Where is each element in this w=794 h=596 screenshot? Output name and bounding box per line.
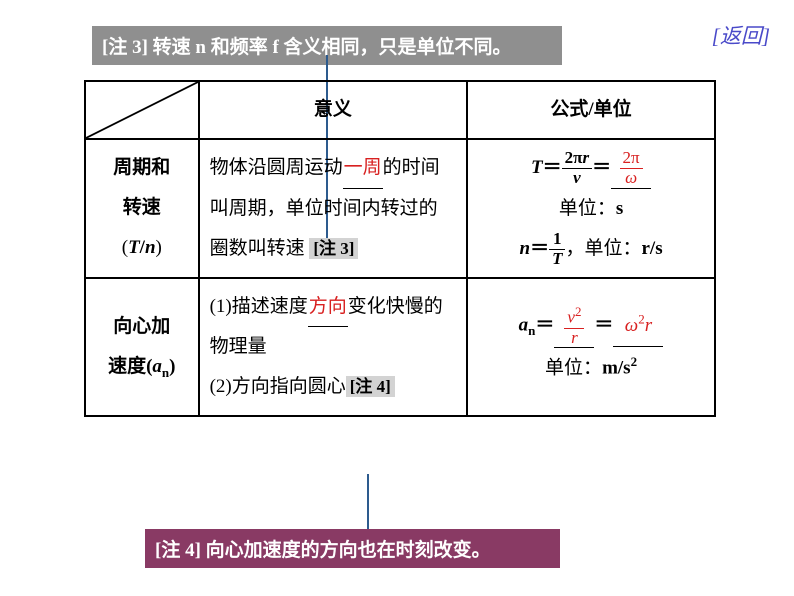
f-ursl: 单位： xyxy=(584,238,641,259)
r2-fill: 方向 xyxy=(309,296,347,317)
f-urs: r/s xyxy=(642,238,663,259)
f2-vsup: 2 xyxy=(575,304,582,319)
row2-formula: an＝v2r＝ω2r 单位：m/s2 xyxy=(467,278,715,417)
physics-table: 意义 公式/单位 周期和 转速 (T/n) 物体沿圆周运动一周的时间叫周期，单位… xyxy=(84,80,716,417)
f-num2: 2π xyxy=(620,149,643,169)
r1-mpre: 物体沿圆周运动 xyxy=(210,157,343,178)
r2-post: ) xyxy=(169,356,175,377)
r2-m1pre: (1)描述速度 xyxy=(210,296,308,317)
r1-post: ) xyxy=(156,237,162,258)
f-den2: ω xyxy=(620,169,643,188)
r1-fill: 一周 xyxy=(344,157,382,178)
connector-to-note4 xyxy=(367,474,369,534)
f2-r: r xyxy=(564,329,584,348)
f2-eq2: ＝ xyxy=(594,315,613,336)
r2-l1: 向心加 xyxy=(113,316,170,337)
f-comma: ， xyxy=(565,238,584,259)
f2-rr: r xyxy=(645,315,652,336)
row2-label: 向心加 速度(an) xyxy=(85,278,199,417)
row1-label: 周期和 转速 (T/n) xyxy=(85,139,199,278)
f-n: n xyxy=(519,238,530,259)
row2-meaning: (1)描述速度方向变化快慢的物理量 (2)方向指向圆心[注 4] xyxy=(199,278,468,417)
note-3-label: [注 3] xyxy=(102,37,148,58)
header-meaning: 意义 xyxy=(199,81,468,139)
diag-cell xyxy=(85,81,199,139)
header-formula: 公式/单位 xyxy=(467,81,715,139)
r2-m2: (2)方向指向圆心 xyxy=(210,376,346,397)
row1-formula: T＝2π2πrrv＝2πω 单位：s n＝1T，单位：r/s xyxy=(467,139,715,278)
f2-a: a xyxy=(519,315,529,336)
note4-ref: [注 4] xyxy=(346,376,395,397)
f-eq3: ＝ xyxy=(530,238,549,259)
note3-ref: [注 3] xyxy=(309,238,358,259)
f2-usup: 2 xyxy=(631,354,638,369)
r2-pre: 速度( xyxy=(108,356,152,377)
f-eq2: ＝ xyxy=(592,157,611,178)
header-row: 意义 公式/单位 xyxy=(85,81,715,139)
f2-eq1: ＝ xyxy=(535,315,554,336)
r1-n: n xyxy=(145,237,156,258)
f2-u: m/s xyxy=(602,358,631,379)
f-us: s xyxy=(616,198,623,219)
f-T: T xyxy=(531,157,543,178)
r2-a: a xyxy=(152,356,162,377)
f-den1: v xyxy=(562,169,592,188)
f-2pir: 2π2πrr xyxy=(565,148,589,167)
note-4-text: 向心加速度的方向也在时刻改变。 xyxy=(201,540,491,561)
return-link[interactable]: [返回] xyxy=(712,20,770,50)
r1-T: T xyxy=(128,237,140,258)
f-one: 1 xyxy=(549,230,565,250)
f2-v: v xyxy=(567,308,575,327)
note-3-text: 转速 n 和频率 f 含义相同，只是单位不同。 xyxy=(148,37,512,58)
f2-ul: 单位： xyxy=(545,358,602,379)
note-4-label: [注 4] xyxy=(155,540,201,561)
f-Tden: T xyxy=(549,250,565,269)
f2-w: ω xyxy=(625,315,638,336)
f-eq1: ＝ xyxy=(543,157,562,178)
row-period: 周期和 转速 (T/n) 物体沿圆周运动一周的时间叫周期，单位时间内转过的圈数叫… xyxy=(85,139,715,278)
r1-l1: 周期和 xyxy=(113,157,170,178)
f-usl: 单位： xyxy=(559,198,616,219)
row1-meaning: 物体沿圆周运动一周的时间叫周期，单位时间内转过的圈数叫转速 [注 3] xyxy=(199,139,468,278)
row-centripetal: 向心加 速度(an) (1)描述速度方向变化快慢的物理量 (2)方向指向圆心[注… xyxy=(85,278,715,417)
note-4-box: [注 4] 向心加速度的方向也在时刻改变。 xyxy=(145,529,560,568)
r1-l2: 转速 xyxy=(123,197,161,218)
